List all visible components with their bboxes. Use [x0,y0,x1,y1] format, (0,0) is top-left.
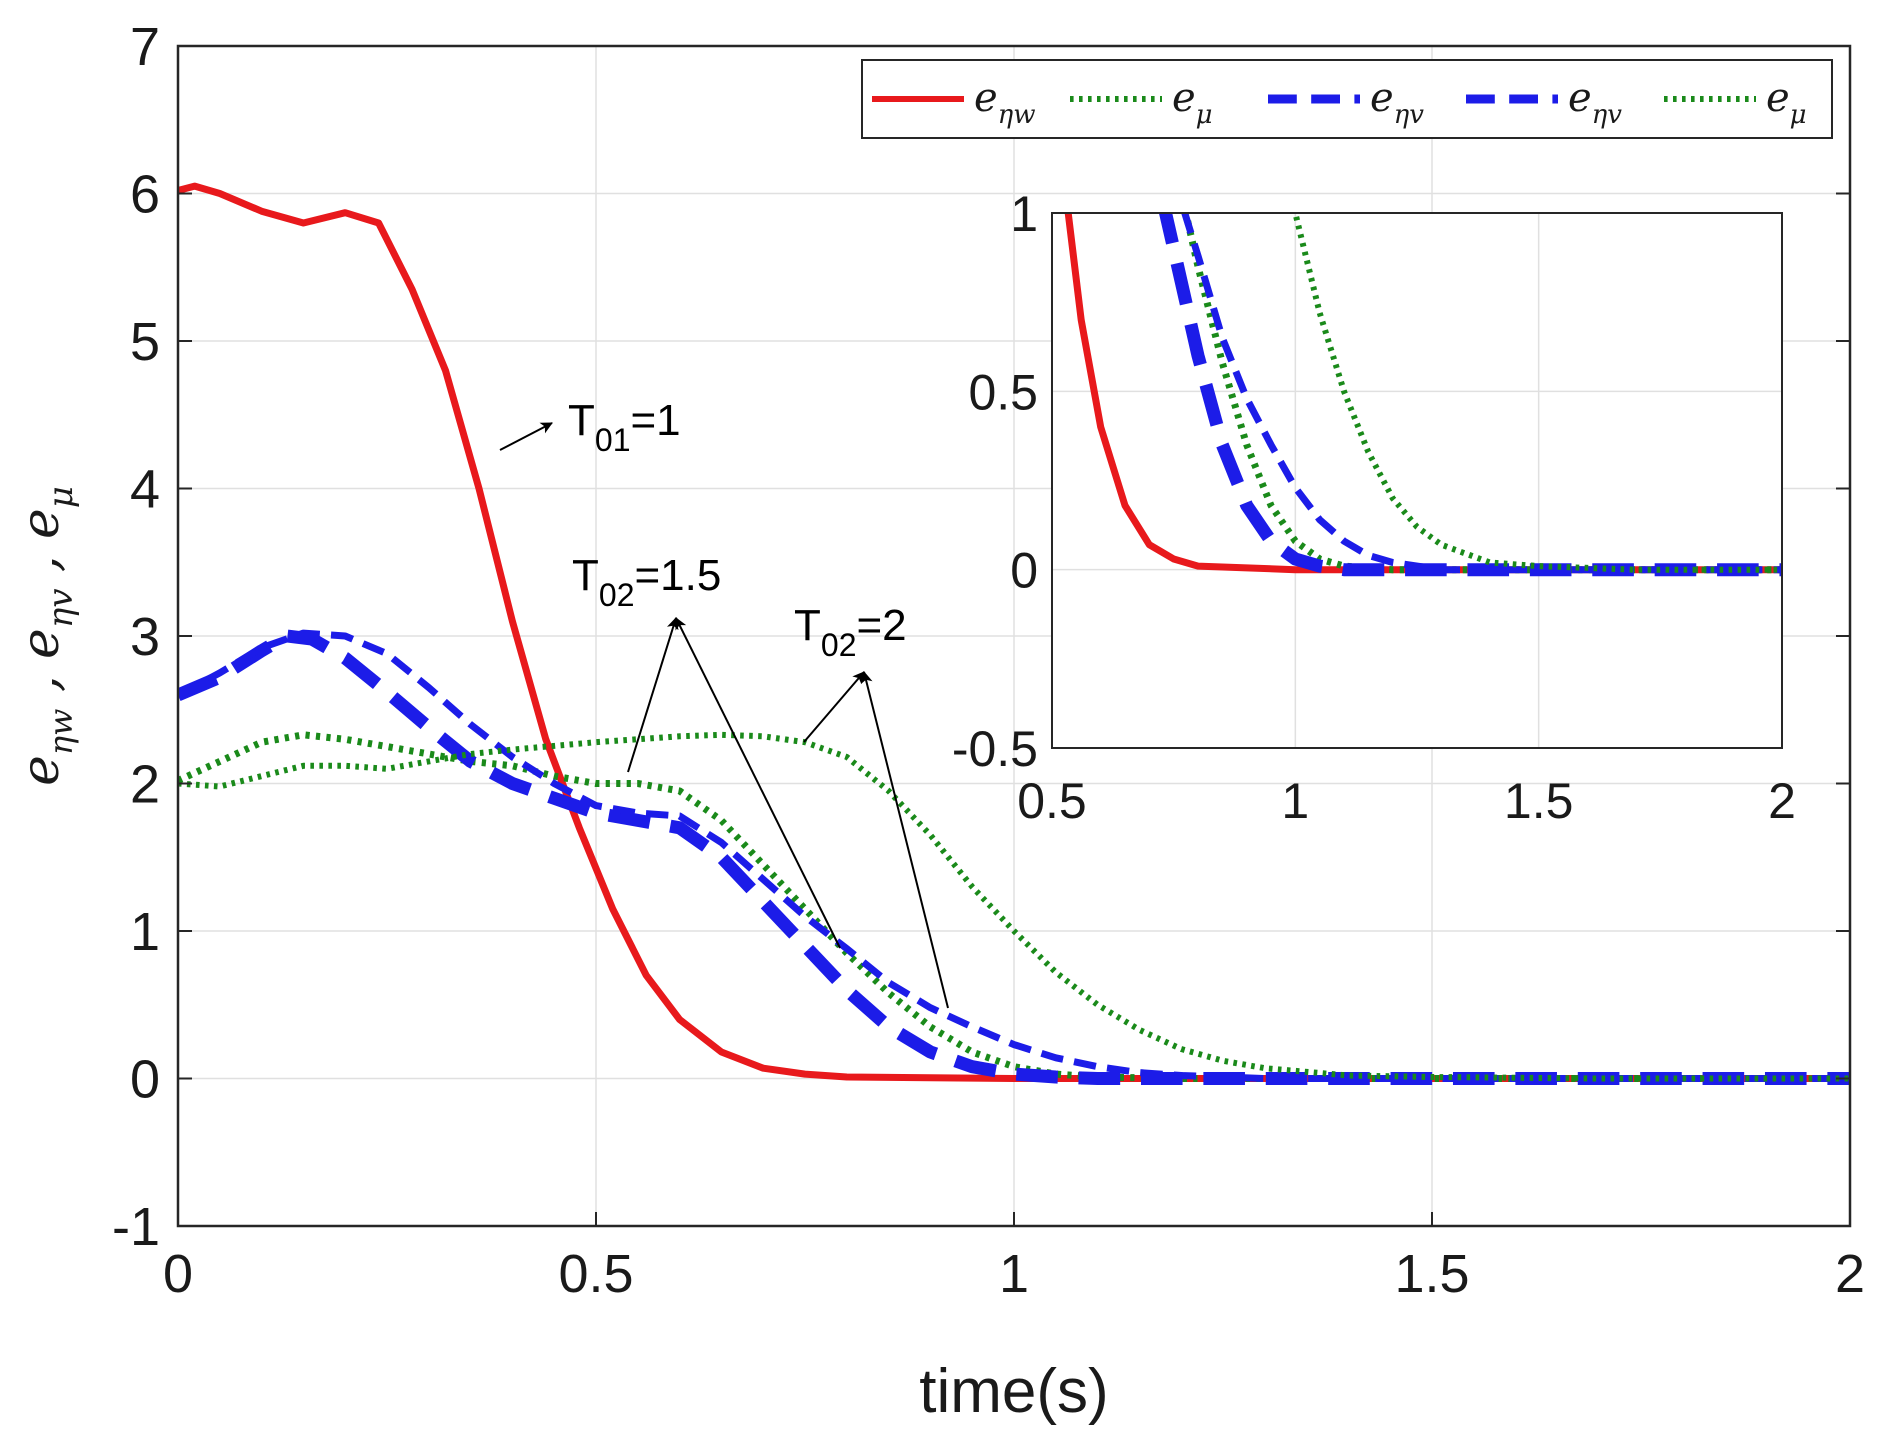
y-tick-label-5: 4 [130,460,160,520]
arrow-t02b-1 [803,671,865,743]
y-tick-label-2: 1 [130,902,160,962]
y-axis-label: eηw , eηv , eμ [11,486,81,786]
series-line-4 [178,731,1850,1082]
arrow-t01 [499,422,553,451]
legend-label-3: eηv [1568,75,1622,130]
x-tick-label-1: 0.5 [558,1244,633,1304]
main-series [178,182,1850,1085]
legend-label-2: eηv [1370,75,1424,130]
y-tick-label-7: 6 [130,165,160,225]
inset-series-line-0 [1064,213,1782,574]
annotations: T01=1 T02=1.5 T02=2 [499,396,949,1009]
inset-series [1064,213,1782,577]
legend-label-0: eηw [974,75,1036,130]
y-tick-label-6: 5 [130,312,160,372]
inset-axes-box [1051,212,1783,749]
x-axis-label: time(s) [919,1357,1108,1426]
arrow-t02a-2 [675,617,841,949]
svg-text:eηw , eηv , eμ: eηw , eηv , eμ [11,486,81,786]
annotation-t01: T01=1 [568,396,681,458]
annotation-t02-a: T02=1.5 [572,551,721,613]
main-x-ticks: 0 0.5 1 1.5 2 [163,1212,1865,1304]
legend-label-1: eμ [1172,75,1213,130]
inset-x-ticks: 0.5 1 1.5 2 [1017,773,1796,829]
x-tick-label-4: 2 [1835,1244,1865,1304]
inset-y-tick-label-1: 0 [1010,543,1038,599]
inset-x-tick-label-0: 0.5 [1017,773,1087,829]
y-tick-label-1: 0 [130,1050,160,1110]
x-tick-label-0: 0 [163,1244,193,1304]
y-tick-label-3: 2 [130,755,160,815]
inset-series-line-2 [1158,213,1782,577]
annotation-t02-b: T02=2 [794,601,907,663]
inset-series-line-3 [1181,213,1782,574]
legend-box [861,59,1833,139]
inset-y-tick-label-0: -0.5 [952,721,1038,777]
y-tick-label-8: 7 [130,17,160,77]
legend-label-4: eμ [1766,75,1807,130]
arrow-t02b-2 [860,671,949,1009]
y-tick-label-4: 3 [130,607,160,667]
series-line-0 [178,182,1850,1082]
inset-x-tick-label-2: 1.5 [1504,773,1574,829]
series-line-3 [178,629,1850,1082]
inset-y-tick-label-3: 1 [1010,186,1038,242]
inset-x-tick-label-1: 1 [1281,773,1309,829]
inset-y-tick-label-2: 0.5 [968,364,1038,420]
legend: eηw eμ eηv eηv eμ [861,59,1833,139]
y-tick-label-0: -1 [112,1197,160,1257]
inset-x-tick-label-3: 2 [1768,773,1796,829]
inset-background [1052,213,1782,748]
x-tick-label-3: 1.5 [1394,1244,1469,1304]
y-label-text: e [11,755,71,786]
x-tick-label-2: 1 [999,1244,1029,1304]
inset-y-ticks: -0.5 0 0.5 1 [952,186,1038,777]
series-line-2 [178,629,1850,1085]
arrow-t02a-1 [627,617,679,773]
main-y-ticks: -1 0 1 2 3 4 5 6 7 [112,17,1850,1257]
